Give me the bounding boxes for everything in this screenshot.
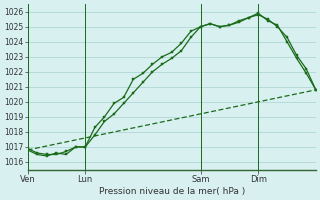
- X-axis label: Pression niveau de la mer( hPa ): Pression niveau de la mer( hPa ): [99, 187, 245, 196]
